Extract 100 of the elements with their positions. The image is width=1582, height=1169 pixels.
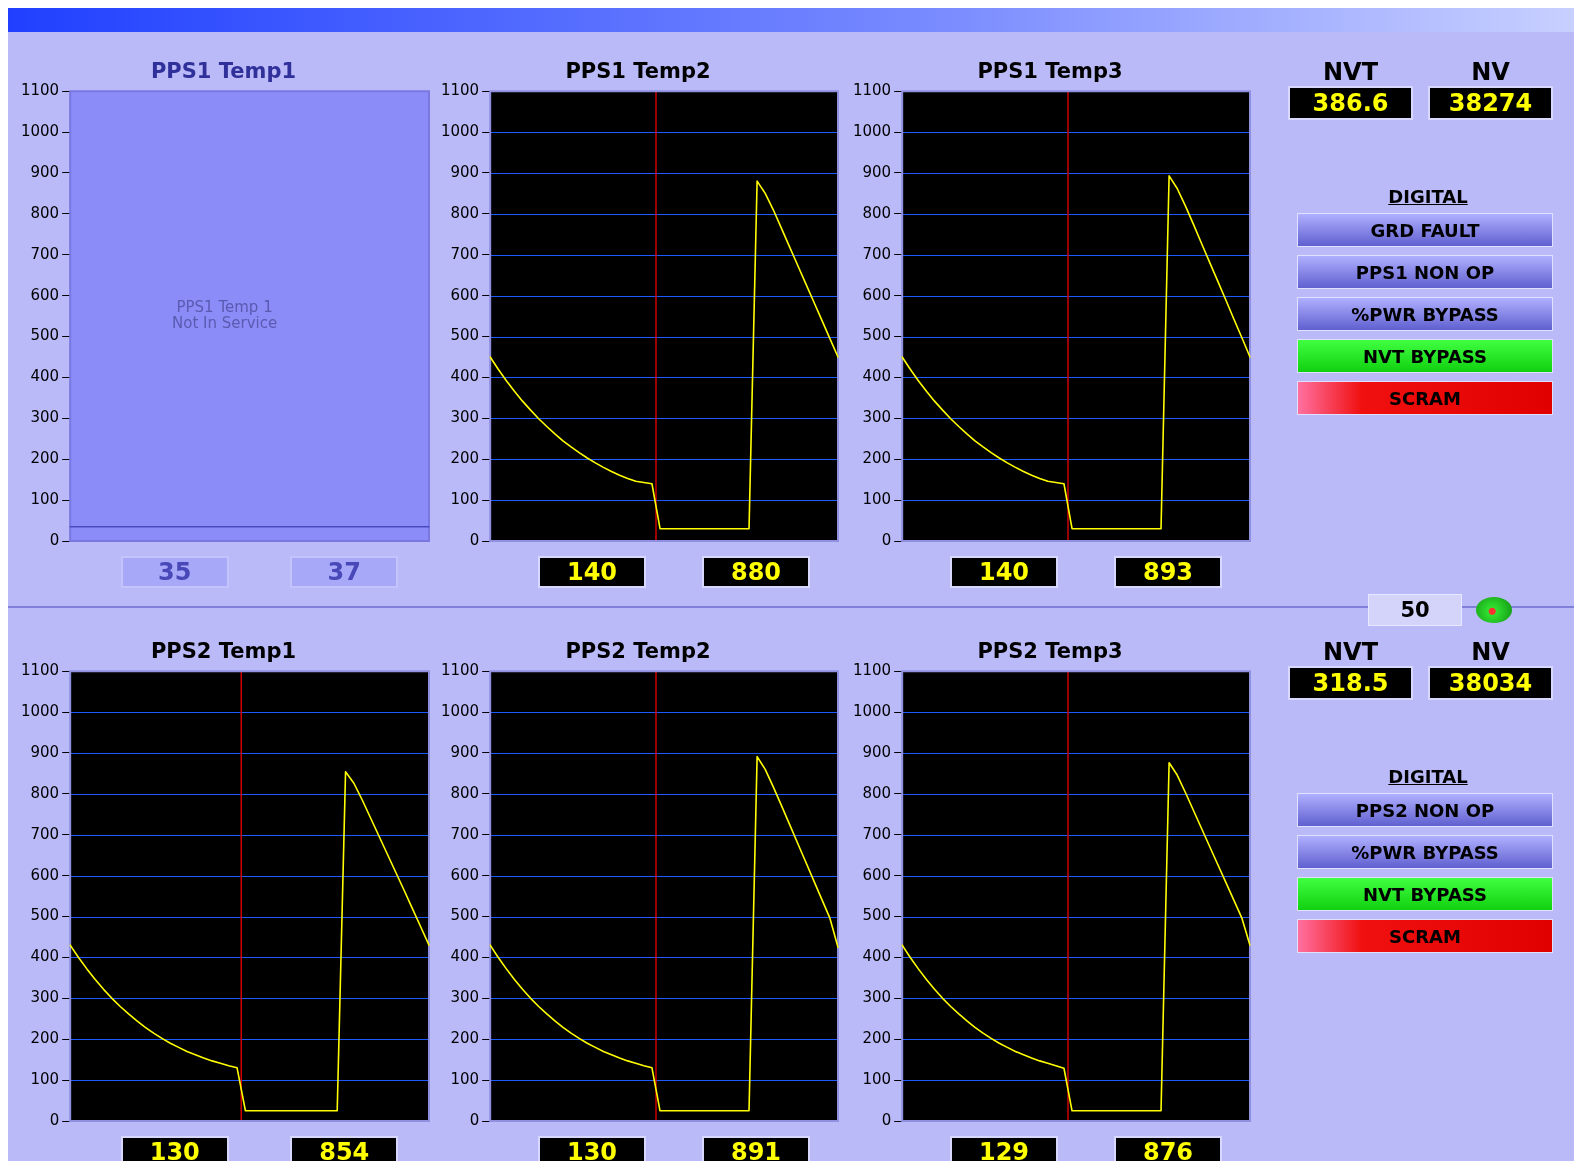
y-tick-label: 800 <box>30 203 60 222</box>
y-tick-label: 700 <box>862 244 892 263</box>
text: NVT <box>1322 58 1379 86</box>
y-tick-label: 100 <box>450 490 480 508</box>
y-tick-label: 400 <box>450 947 480 966</box>
status-button: SCRAM <box>1297 381 1553 415</box>
y-tick-label: 100 <box>30 1070 60 1088</box>
y-tick-label: 1100 <box>440 81 480 100</box>
y-tick-label: 600 <box>862 865 892 884</box>
y-tick-label: 900 <box>30 162 60 181</box>
y-tick-label: 200 <box>30 449 60 468</box>
y-tick-label: 1100 <box>852 81 892 100</box>
y-tick-label: 1100 <box>20 81 60 100</box>
text: NV <box>1470 58 1511 86</box>
y-tick-label: 200 <box>450 1029 480 1048</box>
y-tick-label: 500 <box>862 906 892 925</box>
text: 35 <box>120 556 229 588</box>
y-tick-label: 100 <box>862 490 892 508</box>
y-tick-label: 500 <box>450 326 480 345</box>
y-tick-label: 1000 <box>440 121 480 140</box>
text: 130 <box>565 1137 619 1163</box>
y-tick-label: 0 <box>881 1110 892 1129</box>
y-tick-label: 100 <box>450 1070 480 1088</box>
chart-title: PPS1 Temp3 <box>977 59 1123 84</box>
text: 38034 <box>1428 666 1553 700</box>
text: 318.5 <box>1288 666 1413 700</box>
y-tick-label: 1000 <box>20 701 60 720</box>
text: 129 <box>977 1137 1031 1163</box>
y-tick-label: 600 <box>30 865 60 884</box>
y-tick-label: 1000 <box>852 701 892 720</box>
y-tick-label: 400 <box>862 947 892 966</box>
y-tick-label: 900 <box>30 742 60 761</box>
text: 876 <box>1141 1137 1195 1163</box>
text: 140 <box>538 556 646 588</box>
y-tick-label: 700 <box>862 824 892 843</box>
y-tick-label: 700 <box>30 824 60 843</box>
y-tick-label: 0 <box>49 1110 60 1129</box>
y-tick-label: 400 <box>30 367 60 386</box>
y-tick-label: 700 <box>450 244 480 263</box>
y-tick-label: 600 <box>30 285 60 304</box>
text: NVT <box>1322 638 1379 666</box>
y-tick-label: 900 <box>862 742 892 761</box>
text: 130 <box>148 1137 201 1163</box>
y-tick-label: 300 <box>450 988 480 1007</box>
annotation: PPS1 Temp 1 Not In Service <box>171 297 278 332</box>
y-tick-label: 900 <box>450 742 480 761</box>
y-tick-label: 200 <box>862 449 892 468</box>
chart-title: PPS1 Temp2 <box>565 59 711 84</box>
y-tick-label: 0 <box>881 530 892 549</box>
y-tick-label: 500 <box>450 906 480 925</box>
status-button: SCRAM <box>1297 919 1553 953</box>
status-button: NVT BYPASS <box>1297 877 1553 911</box>
y-tick-label: 800 <box>862 783 892 802</box>
status-button: %PWR BYPASS <box>1297 835 1553 869</box>
y-tick-label: 800 <box>450 783 480 802</box>
status-button: GRD FAULT <box>1297 213 1553 247</box>
y-tick-label: 0 <box>49 530 60 549</box>
y-tick-label: 700 <box>450 824 480 843</box>
text: DIGITAL <box>1387 186 1469 207</box>
y-tick-label: 600 <box>450 285 480 304</box>
text: 37 <box>290 556 399 588</box>
y-tick-label: 800 <box>30 783 60 802</box>
y-tick-label: 100 <box>862 1070 892 1088</box>
chart-title: PPS2 Temp2 <box>565 639 711 664</box>
y-tick-label: 300 <box>862 408 892 427</box>
y-tick-label: 700 <box>30 244 60 263</box>
y-tick-label: 300 <box>30 408 60 427</box>
y-tick-label: 500 <box>862 326 892 345</box>
y-tick-label: 0 <box>469 530 480 549</box>
y-tick-label: 500 <box>30 906 60 925</box>
y-tick-label: 400 <box>862 367 892 386</box>
chart-title: PPS2 Temp1 <box>150 639 297 664</box>
y-tick-label: 300 <box>450 408 480 427</box>
y-tick-label: 800 <box>862 203 892 222</box>
y-tick-label: 1000 <box>20 121 60 140</box>
y-tick-label: 900 <box>862 162 892 181</box>
text: 386.6 <box>1288 86 1413 120</box>
y-tick-label: 300 <box>30 988 60 1007</box>
text: 893 <box>1114 556 1222 588</box>
text: DIGITAL <box>1387 766 1469 787</box>
y-tick-label: 1100 <box>852 661 892 680</box>
y-tick-label: 1100 <box>20 661 60 680</box>
status-button: %PWR BYPASS <box>1297 297 1553 331</box>
y-tick-label: 800 <box>450 203 480 222</box>
y-tick-label: 900 <box>450 162 480 181</box>
text: 880 <box>702 556 810 588</box>
y-tick-label: 1000 <box>440 701 480 720</box>
text: 891 <box>729 1137 783 1163</box>
y-tick-label: 1000 <box>852 121 892 140</box>
text: 38274 <box>1428 86 1553 120</box>
y-tick-label: 100 <box>30 490 60 508</box>
status-button: PPS1 NON OP <box>1297 255 1553 289</box>
y-tick-label: 500 <box>30 326 60 345</box>
y-tick-label: 600 <box>862 285 892 304</box>
y-tick-label: 200 <box>30 1029 60 1048</box>
y-tick-label: 300 <box>862 988 892 1007</box>
y-tick-label: 400 <box>450 367 480 386</box>
text: NV <box>1470 638 1511 666</box>
y-tick-label: 0 <box>469 1110 480 1129</box>
y-tick-label: 1100 <box>440 661 480 680</box>
